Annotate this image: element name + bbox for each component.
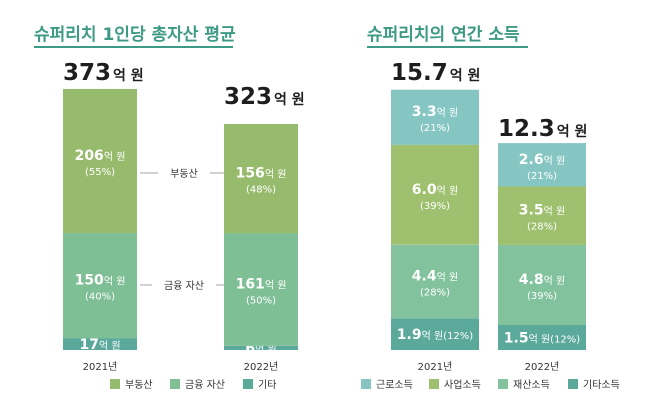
legend-swatch-0-2 (243, 379, 253, 389)
mid-label-financial: 금융 자산 (140, 276, 224, 294)
segment-pct-label-1-1-2: (39%) (527, 291, 557, 302)
chart-legends: 부동산 금융 자산 기타 근로소득 사업소득 재산소득 기타소득 (110, 378, 620, 391)
bar-segment-1-0-1 (391, 144, 479, 245)
segment-value-label-1-0-0: 3.3억 원 (412, 104, 458, 120)
segment-value-label-1-0-2: 4.4억 원 (412, 269, 458, 285)
total-label-1-1: 12.3 억 원 (498, 116, 587, 142)
chart1-title: 슈퍼리치 1인당 총자산 평균 (34, 25, 236, 45)
segment-value-label-0-1-2: 6억 원 (245, 341, 276, 357)
chart2-title: 슈퍼리치의 연간 소득 (367, 25, 520, 45)
legend-swatch-0-1 (170, 379, 180, 389)
category-label-0-1: 2022년 (244, 361, 279, 373)
mid-label-real-estate: 부동산 (140, 164, 224, 182)
total-label-1-0: 15.7 억 원 (391, 60, 480, 86)
segment-value-label-1-1-0: 2.6억 원 (519, 152, 565, 168)
segment-value-label-0-1-1: 161억 원 (236, 277, 287, 293)
segment-pct-label-1-0-1: (39%) (420, 201, 450, 212)
bar-segment-0-0-2 (63, 338, 137, 350)
legend-label-1-3: 기타소득 (583, 379, 620, 391)
bar-segment-1-0-2 (391, 244, 479, 319)
bar-segment-0-0-0 (63, 89, 137, 234)
category-label-1-0: 2021년 (418, 361, 453, 373)
segment-pct-label-0-1-1: (50%) (246, 296, 276, 307)
segment-pct-label-1-1-1: (28%) (527, 222, 557, 233)
segment-pct-label-0-0-0: (55%) (85, 167, 115, 178)
segment-value-label-0-0-2: 17억 원 (79, 337, 120, 353)
segment-value-label-1-1-2: 4.8억 원 (519, 272, 565, 288)
segment-value-label-0-0-1: 150억 원 (75, 273, 126, 289)
bar-segment-1-1-0 (498, 143, 586, 187)
legend-label-0-0: 부동산 (125, 379, 153, 391)
segment-pct-label-1-0-2: (28%) (420, 288, 450, 299)
legend-label-1-0: 근로소득 (376, 379, 413, 391)
segment-value-label-0-0-0: 206억 원 (75, 148, 126, 164)
bar-segment-0-0-1 (63, 233, 137, 339)
segment-pct-label-0-0-1: (40%) (85, 292, 115, 303)
segment-value-label-0-1-0: 156억 원 (236, 166, 287, 182)
bar-segment-0-1-0 (224, 124, 298, 234)
bar-segment-1-1-3 (498, 325, 586, 350)
bar-segment-1-0-0 (391, 89, 479, 145)
legend-label-1-2: 재산소득 (513, 379, 550, 391)
legend-swatch-1-3 (568, 379, 578, 389)
segment-value-label-1-1-1: 3.5억 원 (519, 203, 565, 219)
legend-swatch-1-2 (498, 379, 508, 389)
bar-segment-0-1-2 (224, 345, 298, 350)
category-label-1-1: 2022년 (525, 361, 560, 373)
category-label-0-0: 2021년 (83, 361, 118, 373)
legend-label-0-1: 금융 자산 (185, 379, 225, 391)
bar-segment-1-1-1 (498, 186, 586, 245)
bar-segment-1-0-3 (391, 318, 479, 350)
segment-pct-label-0-1-0: (48%) (246, 185, 276, 196)
legend-swatch-0-0 (110, 379, 120, 389)
total-label-0-0: 373 억 원 (63, 60, 144, 86)
legend-swatch-1-1 (429, 379, 439, 389)
mid-label-real-estate-text: 부동산 (170, 168, 198, 180)
segment-pct-label-1-0-0: (21%) (420, 123, 450, 134)
segment-value-label-1-0-3: 1.9억 원(12%) (397, 327, 474, 343)
chart-bars: 17억 원 150억 원 (40%) 206억 원 (55%) 373 억 원 2021년 6억… (63, 60, 587, 373)
bar-segment-0-1-1 (224, 233, 298, 346)
segment-pct-label-1-1-0: (21%) (527, 171, 557, 182)
legend-swatch-1-0 (361, 379, 371, 389)
segment-value-label-1-0-1: 6.0억 원 (412, 182, 458, 198)
legend-label-0-2: 기타 (258, 379, 276, 391)
total-label-0-1: 323 억 원 (224, 84, 305, 110)
mid-label-financial-text: 금융 자산 (164, 280, 204, 292)
legend-label-1-1: 사업소득 (444, 378, 481, 391)
segment-value-label-1-1-3: 1.5억 원(12%) (504, 331, 581, 347)
bar-segment-1-1-2 (498, 244, 586, 325)
